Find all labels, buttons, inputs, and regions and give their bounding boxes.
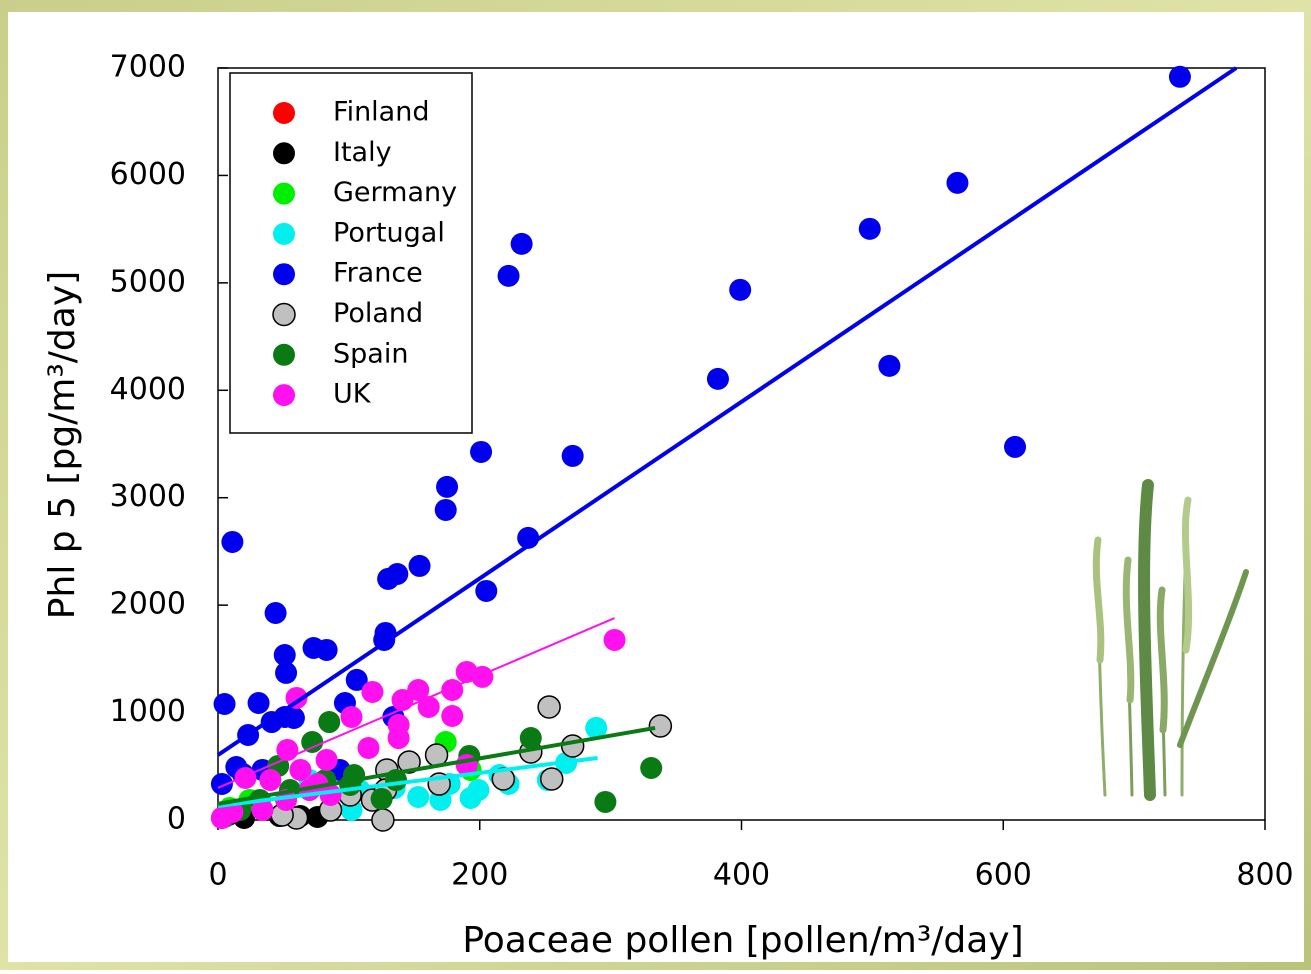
data-point [301,731,324,754]
x-axis-title: Poaceae pollen [pollen/m³/day] [462,920,1023,961]
legend-marker [273,222,295,245]
legend-label: UK [333,379,372,410]
data-point [539,767,564,791]
data-point [470,440,493,463]
y-tick-label: 6000 [110,157,186,192]
data-point [1004,435,1027,458]
data-point [475,579,498,602]
data-point [434,498,457,521]
data-point [510,232,533,255]
data-point [234,766,257,789]
legend-marker [273,343,295,366]
data-point [259,769,282,792]
data-point [560,734,585,758]
data-point [408,554,431,577]
x-tick-label: 400 [713,858,770,893]
x-tick-label: 600 [975,858,1032,893]
data-point [370,787,393,810]
data-point [561,444,584,467]
legend-marker [273,384,295,407]
legend-marker [273,102,295,124]
data-point [1168,65,1191,88]
data-point [417,695,440,718]
data-point [377,567,400,590]
data-point [275,661,298,684]
data-point [210,806,233,829]
legend-label: Spain [333,338,408,369]
x-tick-label: 800 [1236,858,1293,893]
data-point [318,711,341,734]
y-tick-label: 5000 [110,264,186,299]
y-tick-label: 0 [167,802,186,837]
data-point [221,530,244,553]
data-point [282,706,305,729]
data-point [878,354,901,377]
legend [229,72,473,434]
data-point [407,679,430,702]
data-point [603,628,626,651]
data-point [436,475,459,498]
data-point [361,680,384,703]
data-point [648,714,673,738]
data-point [407,786,430,809]
data-point [459,786,482,809]
legend-marker [272,302,296,327]
y-tick-label: 1000 [110,694,186,729]
data-point [640,757,663,780]
legend-marker [273,263,295,286]
data-point [387,727,410,750]
data-point [289,758,312,781]
data-point [519,727,542,750]
data-point [729,278,752,301]
y-tick-label: 2000 [110,587,186,622]
legend-label: Finland [333,97,429,128]
data-point [858,217,881,240]
legend-label: Portugal [333,217,445,248]
y-axis-title: Phl p 5 [pg/m³/day] [42,271,83,619]
x-tick-label: 200 [451,858,508,893]
data-point [264,601,287,624]
data-point [946,171,969,194]
data-point [357,737,380,760]
data-point [397,750,421,774]
x-tick-label: 0 [208,858,227,893]
fit-line [216,66,1238,757]
data-point [497,264,520,287]
data-point [213,692,236,715]
y-tick-label: 4000 [110,372,186,407]
y-tick-label: 7000 [110,50,186,85]
grass-illustration [1092,479,1249,801]
data-point [247,692,270,715]
data-point [210,773,233,796]
data-point [455,660,478,683]
fit-line [217,617,615,789]
data-point [273,643,296,666]
legend-marker [273,182,295,205]
data-point [315,748,338,771]
data-point [706,367,729,390]
data-point [251,799,274,822]
data-point [340,705,363,728]
fit-line [217,725,656,806]
legend-marker [273,142,295,165]
data-point [345,668,368,691]
data-point [371,808,395,832]
legend-label: Italy [333,137,392,168]
data-point [537,695,561,719]
data-point [585,716,608,739]
legend-label: Germany [333,177,457,208]
legend-label: Poland [333,298,423,329]
data-point [594,790,617,813]
legend-label: France [333,258,423,289]
data-point [302,637,325,660]
y-tick-label: 3000 [110,479,186,514]
fit-line [217,756,598,809]
data-point [441,705,464,728]
